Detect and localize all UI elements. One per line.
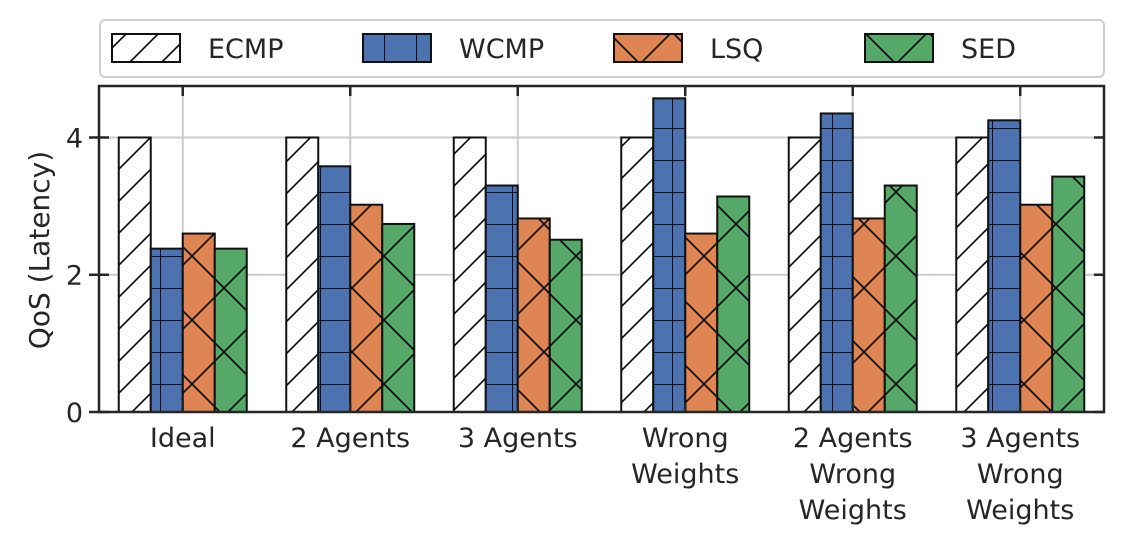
x-tick-label: 3 Agents Wrong Weights [960,423,1080,526]
x-tick-label: Ideal [150,423,216,454]
bar [516,217,551,413]
plot-frame [97,84,1106,414]
x-tick-label: Wrong Weights [631,423,739,490]
bar [149,247,184,413]
bar [117,136,152,413]
x-tick-label: 3 Agents [458,423,578,454]
bar [716,195,751,413]
bar [851,217,886,413]
y-tick-label: 2 [66,261,83,292]
x-tick-label: 2 Agents [290,423,410,454]
legend-swatch [613,33,683,63]
legend: ECMP WCMP LSQ SED [99,19,1105,78]
bar [652,97,687,413]
y-axis-title: QoS (Latency) [23,151,56,349]
bar [883,184,918,413]
legend-label: WCMP [459,34,544,65]
x-tick-label-line: Wrong [977,459,1064,490]
gridlines [99,86,1104,412]
bar [317,165,352,413]
legend-swatch [864,33,934,63]
bar [955,136,990,413]
x-tick-label-line: Weights [631,459,739,490]
legend-label: ECMP [208,34,284,65]
bar [213,247,248,413]
bars [117,97,1086,413]
bar [684,232,719,413]
x-tick-label-line: Ideal [150,423,216,454]
x-tick-label: 2 Agents Wrong Weights [793,423,913,526]
x-tick-label-line: 3 Agents [458,423,578,454]
y-tick-label: 0 [66,398,83,429]
bar [987,119,1022,413]
bar [548,238,583,413]
bar [381,222,416,413]
legend-label: SED [961,34,1016,65]
bar [484,184,519,413]
legend-swatch [111,33,181,63]
x-tick-label-line: Weights [799,495,907,526]
legend-swatch [362,33,432,63]
legend-label: LSQ [710,34,763,65]
x-tick-label-line: Weights [966,495,1074,526]
legend-box [99,19,1105,78]
bar [819,112,854,413]
axes [97,84,1106,414]
bar [1051,175,1086,413]
x-tick-label-line: 2 Agents [290,423,410,454]
bar [787,136,822,413]
bar [349,203,384,413]
bar [1019,203,1054,413]
x-tick-label-line: 3 Agents [960,423,1080,454]
x-tick-label-line: 2 Agents [793,423,913,454]
bar [181,232,216,413]
x-tick-label-line: Wrong [809,459,896,490]
bar [285,136,320,413]
bar [620,136,655,413]
y-tick-label: 4 [66,123,83,154]
bar [452,136,487,413]
x-tick-label-line: Wrong [642,423,729,454]
